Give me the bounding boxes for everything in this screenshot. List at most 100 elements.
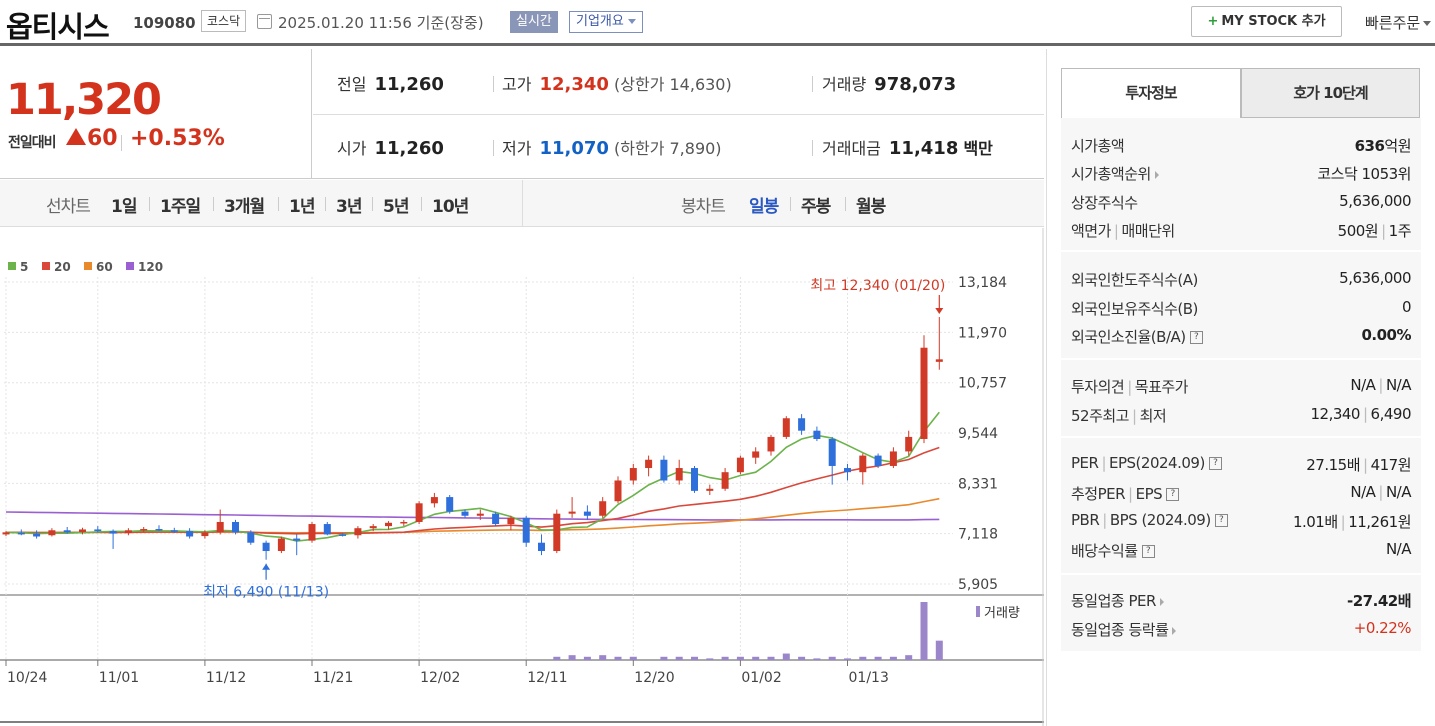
up-triangle-icon (66, 128, 86, 145)
foreign-limit-label: 외국인한도주식수(A) (1071, 271, 1198, 289)
tab-invest-info[interactable]: 투자정보 (1061, 68, 1241, 118)
candle-body (446, 497, 454, 512)
candle-body (461, 511, 469, 516)
tab-3year[interactable]: 3년 (336, 197, 362, 217)
tab-daily[interactable]: 일봉 (749, 197, 779, 217)
opinion-value: N/A | N/A (1350, 376, 1411, 394)
section-divider (1061, 358, 1421, 360)
y-tick-label: 11,970 (958, 325, 1007, 341)
high-label: 고가 (502, 75, 532, 94)
max-annotation: 최고 12,340 (01/20) (810, 278, 945, 294)
w52-label: 52주최고 | 최저 (1071, 407, 1167, 425)
per-label: PER | EPS(2024.09)? (1071, 454, 1222, 472)
divider (493, 76, 494, 92)
foreign-limit-row: 외국인한도주식수(A) 5,636,000 (1071, 269, 1411, 293)
est-per-label: 추정PER | EPS? (1071, 483, 1180, 504)
section-divider (1061, 436, 1421, 438)
divider (790, 197, 791, 211)
pbr-label: PBR | BPS (2024.09)? (1071, 511, 1228, 529)
candle-body (660, 459, 668, 481)
candle-body (339, 534, 347, 536)
x-tick-label: 10/24 (7, 670, 47, 686)
tab-monthly[interactable]: 월봉 (856, 197, 886, 217)
candle-body (430, 497, 438, 504)
sector-per-label: 동일업종 PER (1071, 590, 1164, 611)
candle-body (369, 526, 377, 529)
candle-body (17, 532, 25, 535)
volume-bar (767, 656, 775, 660)
dividend-value: N/A (1385, 540, 1412, 558)
my-stock-add-button[interactable]: + MY STOCK 추가 (1191, 6, 1342, 37)
par-label: 액면가 | 매매단위 (1071, 222, 1175, 240)
tab-3month[interactable]: 3개월 (224, 197, 265, 217)
sector-rate-row[interactable]: 동일업종 등락률 +0.22% (1071, 619, 1412, 643)
y-tick-label: 9,544 (958, 426, 998, 442)
tab-1week[interactable]: 1주일 (160, 197, 201, 217)
candle-body (33, 533, 41, 537)
x-tick-label: 11/12 (206, 670, 246, 686)
volume-bar (844, 658, 851, 660)
tab-10year[interactable]: 10년 (432, 197, 469, 217)
candle-body (385, 522, 392, 527)
help-icon[interactable]: ? (1141, 545, 1155, 558)
x-tick-label: 01/13 (849, 670, 889, 686)
x-tick-label: 01/02 (741, 670, 781, 686)
price-chart[interactable]: 13,184 11,970 10,757 9,544 8,331 7,118 5,905 10… (0, 228, 1044, 726)
amount-label: 거래대금 (822, 139, 881, 158)
market-cap-value: 636억원 (1354, 137, 1412, 155)
market-badge: 코스닥 (201, 10, 247, 32)
w52-value: 12,340 | 6,490 (1310, 405, 1411, 423)
tab-orderbook-10[interactable]: 호가 10단계 (1241, 68, 1420, 118)
candle-body (935, 359, 943, 362)
y-tick-label: 8,331 (958, 476, 998, 492)
volume-bar (782, 653, 790, 660)
prev-close-value: 11,260 (374, 74, 444, 95)
tab-5year[interactable]: 5년 (383, 197, 409, 217)
foreign-hold-row: 외국인보유주식수(B) 0 (1071, 298, 1412, 322)
low-value: 11,070 (539, 138, 609, 159)
quick-order-label: 빠른주문 (1365, 14, 1421, 32)
volume-bar (691, 656, 698, 660)
candle-body (583, 511, 591, 516)
volume-bar (828, 656, 836, 660)
candle-body (262, 542, 270, 552)
tab-1day[interactable]: 1일 (111, 197, 137, 217)
candle-body (247, 532, 255, 543)
candle-body (568, 511, 576, 514)
candle-body (354, 528, 362, 536)
x-tick-label: 12/20 (634, 670, 674, 686)
legend-swatch (8, 262, 16, 270)
candle-body (63, 530, 71, 533)
per-value: 27.15배 | 417원 (1306, 456, 1411, 474)
quick-order-dropdown[interactable]: 빠른주문 (1365, 12, 1432, 33)
tab-1year[interactable]: 1년 (289, 197, 315, 217)
cap-rank-row[interactable]: 시가총액순위 코스닥 1053위 (1071, 163, 1411, 187)
realtime-badge[interactable]: 실시간 (510, 11, 558, 33)
volume-bar (798, 656, 806, 660)
sector-per-row[interactable]: 동일업종 PER -27.42배 (1071, 590, 1411, 614)
tab-weekly[interactable]: 주봉 (801, 197, 831, 217)
legend-label: 60 (96, 260, 113, 274)
candle-body (155, 529, 163, 531)
volume-bar (721, 656, 729, 660)
company-overview-dropdown[interactable]: 기업개요 (569, 11, 643, 33)
candle-body (736, 457, 744, 473)
help-icon[interactable]: ? (1214, 514, 1228, 527)
amount-value: 11,418 (888, 138, 959, 159)
help-icon[interactable]: ? (1189, 331, 1203, 344)
foreign-ratio-row: 외국인소진율(B/A)? 0.00% (1071, 326, 1411, 350)
shares-value: 5,636,000 (1339, 192, 1411, 210)
candle-body (2, 532, 10, 535)
help-icon[interactable]: ? (1166, 488, 1180, 501)
volume-bar (583, 656, 591, 660)
candle-body (782, 418, 790, 437)
caret-down-icon (1423, 21, 1432, 26)
help-icon[interactable]: ? (1208, 457, 1222, 470)
pbr-row: PBR | BPS (2024.09)? 1.01배 | 11,261원 (1071, 511, 1411, 535)
candle-body (828, 438, 836, 466)
candle-body (94, 529, 102, 532)
sector-rate-label: 동일업종 등락률 (1071, 619, 1177, 640)
candle-body (920, 347, 928, 439)
volume-bar (920, 602, 928, 660)
x-tick-label: 11/01 (99, 670, 139, 686)
